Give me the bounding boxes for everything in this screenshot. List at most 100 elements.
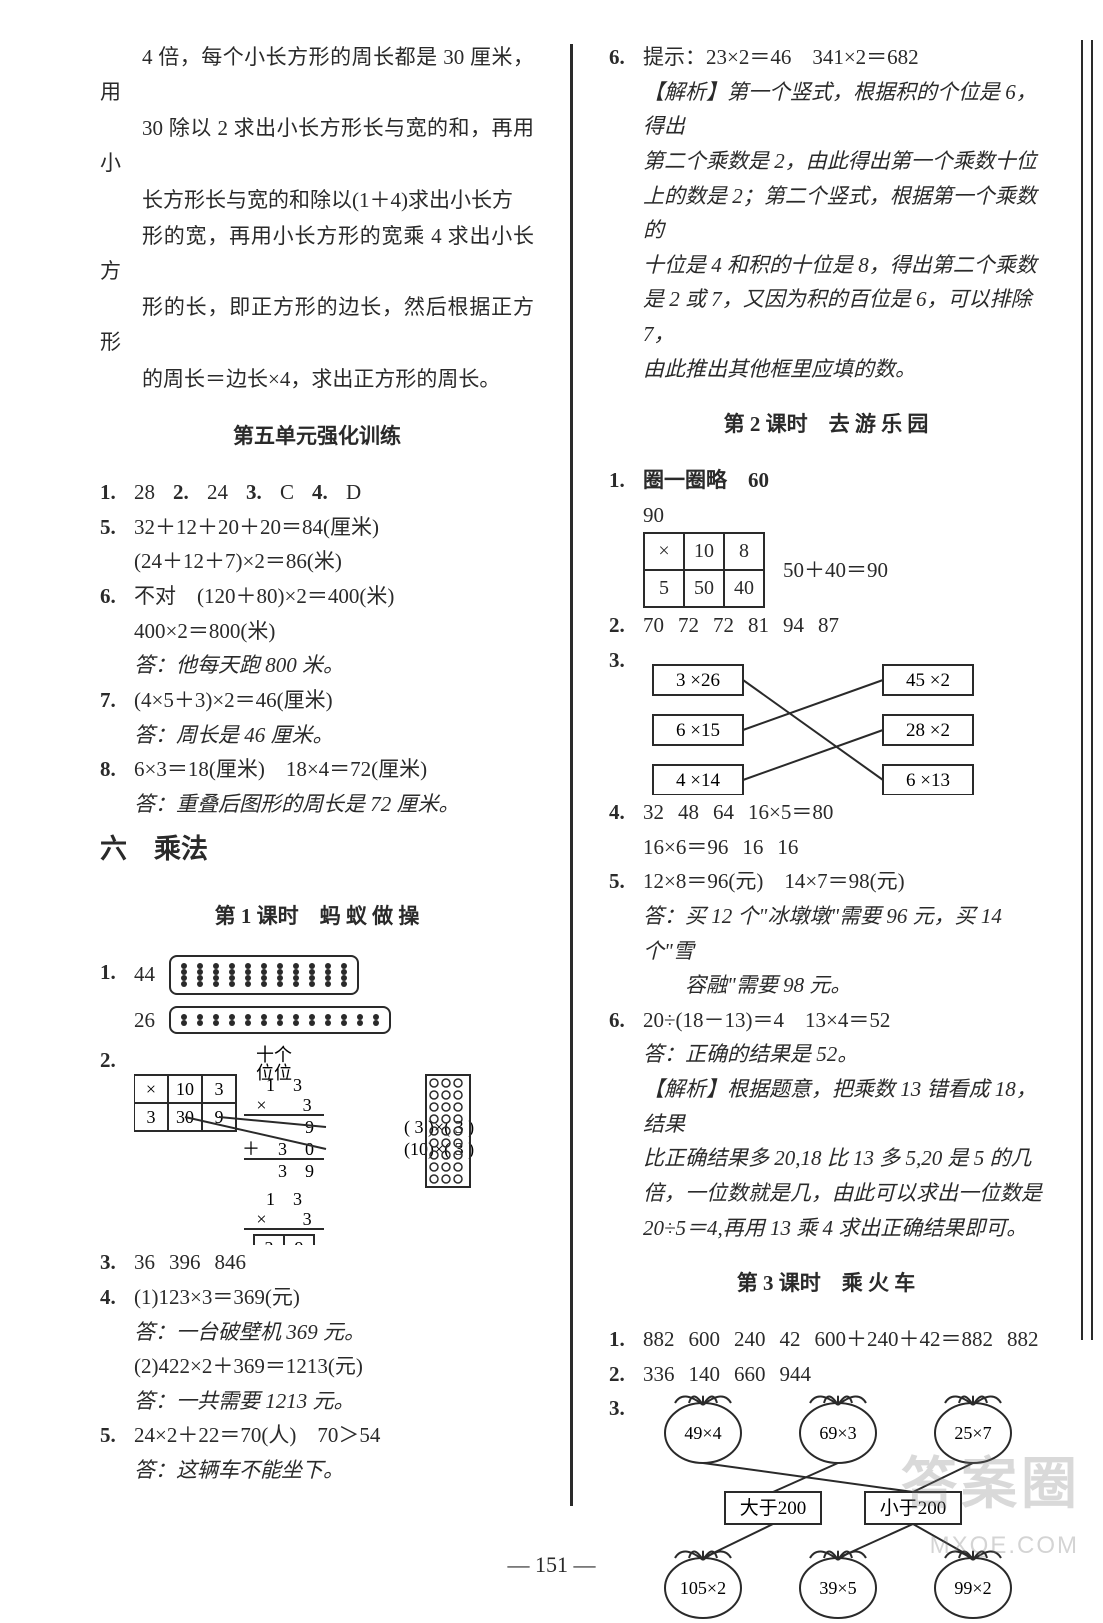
qnum: 1. [609, 463, 643, 498]
val: 16×5＝80 [748, 795, 833, 830]
val: 140 [689, 1357, 721, 1392]
u5-q5: 5. 32＋12＋20＋20＝84(厘米) (24＋12＋7)×2＝86(米) [100, 510, 534, 579]
exp: 上的数是 2；第二个竖式，根据第一个乘数的 [643, 179, 1043, 248]
watermark-main: 答案圈 [901, 1439, 1081, 1520]
svg-text:(10)×( 3 ): (10)×( 3 ) [404, 1139, 474, 1160]
val: 240 [734, 1322, 766, 1357]
svg-text:45 ×2: 45 ×2 [906, 670, 950, 691]
qnum: 4. [312, 475, 346, 510]
svg-text:4 ×14: 4 ×14 [676, 770, 720, 791]
qnum: 3. [100, 1245, 134, 1280]
svg-text:49×4: 49×4 [684, 1423, 721, 1443]
svg-text:6 ×15: 6 ×15 [676, 720, 720, 741]
svg-text:28 ×2: 28 ×2 [906, 720, 950, 741]
l2-q3: 3. 3 ×266 ×154 ×1445 ×228 ×26 ×13 [609, 643, 1043, 795]
svg-text:10: 10 [176, 1079, 194, 1099]
eq: 50＋40＝90 [783, 553, 888, 588]
qbody: 882 600 240 42 600＋240＋42＝882 882 [643, 1322, 1043, 1357]
ans: D [346, 475, 361, 510]
qnum: 3. [246, 475, 280, 510]
intro-line: 的周长＝边长×4，求出正方形的周长。 [100, 362, 534, 397]
hint: 提示：23×2＝46 341×2＝682 [643, 40, 1043, 75]
ans: 28 [134, 475, 155, 510]
column-divider [570, 44, 573, 1506]
svg-text:1 3: 1 3 [266, 1075, 302, 1095]
val: 90 [643, 498, 1043, 533]
qnum: 2. [173, 475, 207, 510]
ans: C [280, 475, 294, 510]
u5-q7: 7. (4×5＋3)×2＝46(厘米) 答：周长是 46 厘米。 [100, 683, 534, 752]
ans: 答：周长是 46 厘米。 [134, 718, 534, 753]
svg-text:× 3: × 3 [256, 1095, 311, 1115]
txt: 圈一圈略 60 [643, 463, 1043, 498]
qbody: 6×3＝18(厘米) 18×4＝72(厘米) 答：重叠后图形的周长是 72 厘米… [134, 752, 534, 821]
qbody: (1)123×3＝369(元) 答：一台破壁机 369 元。 (2)422×2＋… [134, 1280, 534, 1419]
qnum: 2. [609, 608, 643, 643]
svg-text:1 3: 1 3 [266, 1189, 302, 1209]
val: 846 [215, 1245, 247, 1280]
watermark-sub: MXQE.COM [930, 1532, 1079, 1560]
val: 16×6＝96 [643, 830, 728, 865]
line: 20÷(18－13)＝4 13×4＝52 [643, 1003, 1043, 1038]
qbody: 20÷(18－13)＝4 13×4＝52 答：正确的结果是 52。 【解析】根据… [643, 1003, 1043, 1245]
matching-diagram: 3 ×266 ×154 ×1445 ×228 ×26 ×13 [643, 645, 1003, 795]
left-column: 4 倍，每个小长方形的周长都是 30 厘米，用 30 除以 2 求出小长方形长与… [100, 40, 534, 1510]
qnum: 5. [100, 510, 134, 545]
svg-text:大于200: 大于200 [740, 1497, 807, 1519]
u5-q6: 6. 不对 (120＋80)×2＝400(米) 400×2＝800(米) 答：他… [100, 579, 534, 683]
cell: × [644, 533, 684, 570]
ans: 容融"需要 98 元。 [643, 968, 1043, 1003]
page-edge-bar [1081, 40, 1093, 1340]
svg-text:＋ 3 0: ＋ 3 0 [242, 1139, 314, 1159]
line: (2)422×2＋369＝1213(元) [134, 1349, 534, 1384]
cell: 5 [644, 570, 684, 607]
q2-diagram: 十个位位×10333091 3× 39( 3 )×( 3 )＋ 3 0(10)×… [134, 1045, 514, 1245]
line: (24＋12＋7)×2＝86(米) [134, 544, 534, 579]
qbody: 提示：23×2＝46 341×2＝682 【解析】第一个竖式，根据积的个位是 6… [643, 40, 1043, 386]
l2-q2: 2. 70 72 72 81 94 87 [609, 608, 1043, 643]
exp: 是 2 或 7，又因为积的百位是 6，可以排除 7， [643, 282, 1043, 351]
exp: 倍，一位数就是几，由此可以求出一位数是 [643, 1176, 1043, 1211]
dot-array-44 [169, 955, 359, 995]
val: 336 [643, 1357, 675, 1392]
exp: 【解析】第一个竖式，根据积的个位是 6，得出 [643, 75, 1043, 144]
grid: ×108 55040 [643, 532, 765, 608]
l1-q2: 2. 十个位位×10333091 3× 39( 3 )×( 3 )＋ 3 0(1… [100, 1043, 534, 1245]
qbody: 十个位位×10333091 3× 39( 3 )×( 3 )＋ 3 0(10)×… [134, 1043, 534, 1245]
cell: 10 [684, 533, 724, 570]
l3-q1: 1. 882 600 240 42 600＋240＋42＝882 882 [609, 1322, 1043, 1357]
val: 94 [783, 608, 804, 643]
svg-text:9: 9 [305, 1117, 314, 1137]
svg-text:3 9: 3 9 [278, 1161, 314, 1181]
val: 36 [134, 1245, 155, 1280]
r-q6: 6. 提示：23×2＝46 341×2＝682 【解析】第一个竖式，根据积的个位… [609, 40, 1043, 386]
qbody: 24×2＋22＝70(人) 70＞54 答：这辆车不能坐下。 [134, 1418, 534, 1487]
page: 4 倍，每个小长方形的周长都是 30 厘米，用 30 除以 2 求出小长方形长与… [0, 0, 1103, 1540]
line: (1)123×3＝369(元) [134, 1280, 534, 1315]
u5-q8: 8. 6×3＝18(厘米) 18×4＝72(厘米) 答：重叠后图形的周长是 72… [100, 752, 534, 821]
val: 81 [748, 608, 769, 643]
qnum: 2. [609, 1357, 643, 1392]
lesson1-title: 第 1 课时 蚂 蚁 做 操 [100, 899, 534, 934]
val: 64 [713, 795, 734, 830]
l2-q4: 4. 32 48 64 16×5＝80 16×6＝96 16 16 [609, 795, 1043, 864]
svg-text:3: 3 [265, 1238, 274, 1245]
ans: 答：买 12 个"冰墩墩"需要 96 元，买 14 个"雪 [643, 899, 1043, 968]
intro-line: 长方形长与宽的和除以(1＋4)求出小长方 [100, 183, 534, 218]
qnum: 7. [100, 683, 134, 718]
exp: 比正确结果多 20,18 比 13 多 5,20 是 5 的几 [643, 1141, 1043, 1176]
unit5-title: 第五单元强化训练 [100, 419, 534, 454]
l3-q2: 2. 336 140 660 944 [609, 1357, 1043, 1392]
val: 72 [678, 608, 699, 643]
cell: 50 [684, 570, 724, 607]
svg-text:6 ×13: 6 ×13 [906, 770, 950, 791]
qnum: 1. [609, 1322, 643, 1357]
qbody: 12×8＝96(元) 14×7＝98(元) 答：买 12 个"冰墩墩"需要 96… [643, 864, 1043, 1003]
val: 16 [777, 830, 798, 865]
l1-q1: 1. 44 26 [100, 955, 534, 1038]
ans: 答：他每天跑 800 米。 [134, 648, 534, 683]
val: 48 [678, 795, 699, 830]
right-column: 6. 提示：23×2＝46 341×2＝682 【解析】第一个竖式，根据积的个位… [609, 40, 1043, 1510]
exp: 十位是 4 和积的十位是 8，得出第二个乘数 [643, 248, 1043, 283]
svg-text:105×2: 105×2 [680, 1578, 726, 1598]
